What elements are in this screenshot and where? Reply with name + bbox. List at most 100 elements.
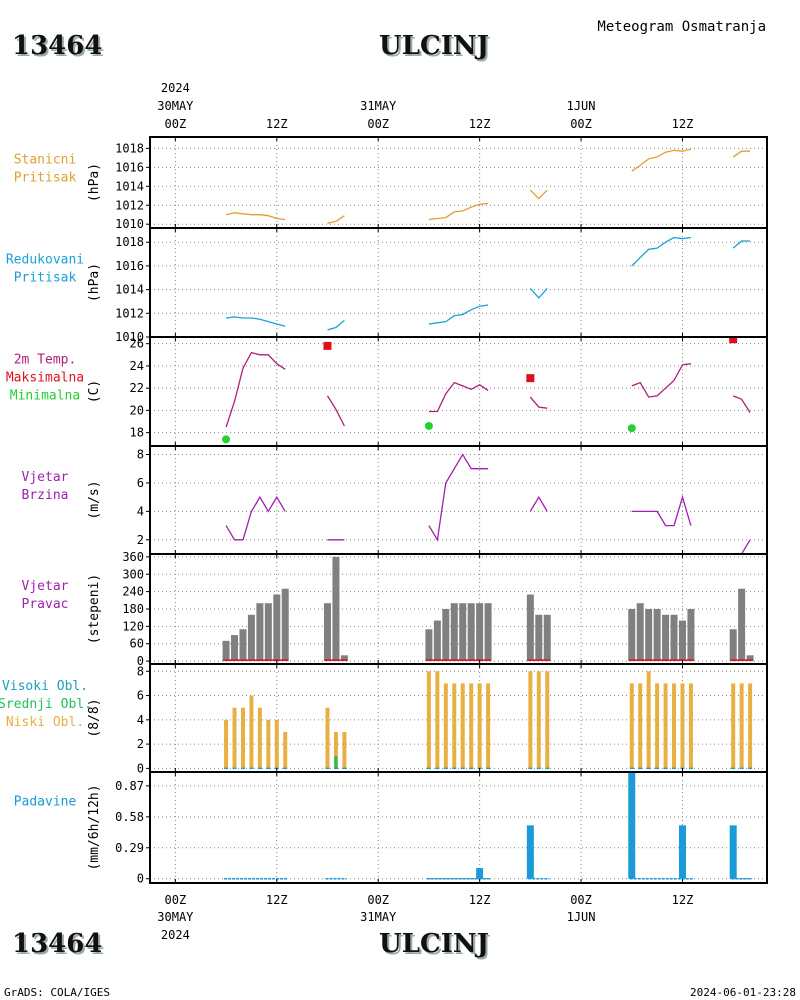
footer-timestamp: 2024-06-01-23:28 [690,986,796,999]
low-cloud-bar [274,719,279,769]
time-tick-top: 12Z [672,117,694,131]
low-cloud-bar [680,683,685,769]
series-line [327,319,345,331]
tmin-marker [627,424,636,433]
series-line [226,316,286,327]
tmin-marker [222,435,231,444]
plot-area [224,671,753,770]
panel-6: 0 2 4 6 8 (8/8) Visoki Obl. Srednji Obl. Niski O… [0,663,768,775]
tmax-marker [526,374,535,383]
low-cloud-bar [655,683,660,769]
low-cloud-bar [426,671,431,769]
panel-frame [149,771,768,884]
panel-label: Stanicni [14,153,77,168]
panel-7: 0 0.29 0.58 0.87 (mm/6h/12h) Padavine [14,771,768,886]
station-name-bottom-shadow: ULCINJ [381,931,491,961]
series-line [631,494,692,527]
station-id-bottom: 13464 [12,929,102,959]
low-cloud-bar [469,683,474,769]
y-tick-label: 1014 [115,283,144,297]
wind-direction-bar [433,620,441,662]
y-axis-label: (stepeni) [87,574,102,644]
panel-4: 2 4 6 8 (m/s) Vjetar Brzina [22,445,768,555]
wind-direction-bar [442,609,450,662]
series-line [326,395,345,427]
series-line [225,212,286,221]
plot-area [225,453,751,554]
low-cloud-bar [240,707,245,769]
meteogram-title: Meteogram Osmatranja [597,19,766,35]
time-tick-bottom: 00Z [165,893,187,907]
panel-label: Pritisak [14,171,77,186]
wind-direction-bar [476,603,484,662]
low-cloud-bar [443,683,448,769]
y-tick-label: 1018 [115,141,144,155]
precip-bar [526,825,534,879]
panel-label: Pravac [22,597,69,612]
series-line [529,287,548,299]
wind-direction-bar [484,603,492,662]
time-tick-top: 12Z [469,117,491,131]
y-tick-label: 8 [137,448,144,462]
panel-label: Minimalna [10,389,80,404]
time-tick-bottom: 12Z [469,893,491,907]
low-cloud-bar [232,707,237,769]
station-name-shadow: ULCINJ [381,33,491,63]
y-tick-label: 240 [122,585,144,599]
y-tick-label: 0 [137,654,144,668]
wind-direction-bar [256,603,264,662]
wind-direction-bar [231,635,239,662]
year-label-bottom: 2024 [161,928,190,942]
wind-direction-bar [281,588,289,662]
y-tick-label: 4 [137,713,144,727]
series-line [327,215,345,224]
panel-1: 1010 1012 1014 1016 1018 (hPa) Stanicni Pritisa… [14,136,768,231]
series-line [225,351,286,428]
series-line [428,202,489,221]
panel-label: Visoki Obl. [2,679,88,694]
low-cloud-bar [536,671,541,769]
tmin-marker [424,421,433,430]
station-id-bottom-shadow: 13464 [14,931,104,961]
series-line [631,148,692,172]
wind-direction-bar [645,609,653,662]
low-cloud-bar [739,683,744,769]
y-tick-label: 6 [137,476,144,490]
series-line [529,495,548,512]
y-tick-label: 18 [130,426,144,440]
series-line [428,453,489,542]
panel-2: 1010 1012 1014 1016 1018 (hPa)Redukovani Priti… [6,227,768,344]
date-label-top: 31MAY [360,99,397,113]
y-tick-label: 2 [137,737,144,751]
low-cloud-bar [748,683,753,769]
wind-direction-bar [332,556,340,662]
panel-frame [149,227,768,338]
low-cloud-bar [688,683,693,769]
time-tick-bottom: 12Z [672,893,694,907]
y-tick-label: 1016 [115,259,144,273]
wind-direction-bar [239,629,247,662]
y-tick-label: 20 [130,403,144,417]
panel-label: Niski Obl. [6,715,84,730]
plot-area [224,772,753,880]
tmax-marker [323,341,332,350]
wind-direction-bar [653,609,661,662]
panel-frame [149,336,768,447]
low-cloud-bar [435,671,440,769]
y-axis-label: (m/s) [87,480,102,519]
series-line [631,363,691,398]
panel-label: 2m Temp. [14,353,77,368]
panel-label: Maksimalna [6,371,84,386]
low-cloud-bar [342,731,347,769]
series-line [428,304,489,325]
y-tick-label: 6 [137,689,144,703]
date-label-bottom: 31MAY [360,910,397,924]
wind-direction-bar [535,614,543,662]
y-axis-label: (C) [87,380,102,403]
y-tick-label: 1018 [115,235,144,249]
low-cloud-bar [266,719,271,769]
series-line [529,396,548,409]
precip-bar [476,868,484,879]
low-cloud-bar [528,671,533,769]
